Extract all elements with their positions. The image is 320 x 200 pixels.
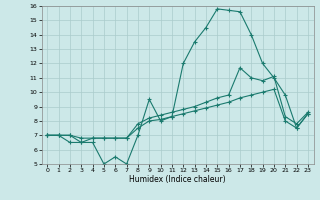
X-axis label: Humidex (Indice chaleur): Humidex (Indice chaleur): [129, 175, 226, 184]
